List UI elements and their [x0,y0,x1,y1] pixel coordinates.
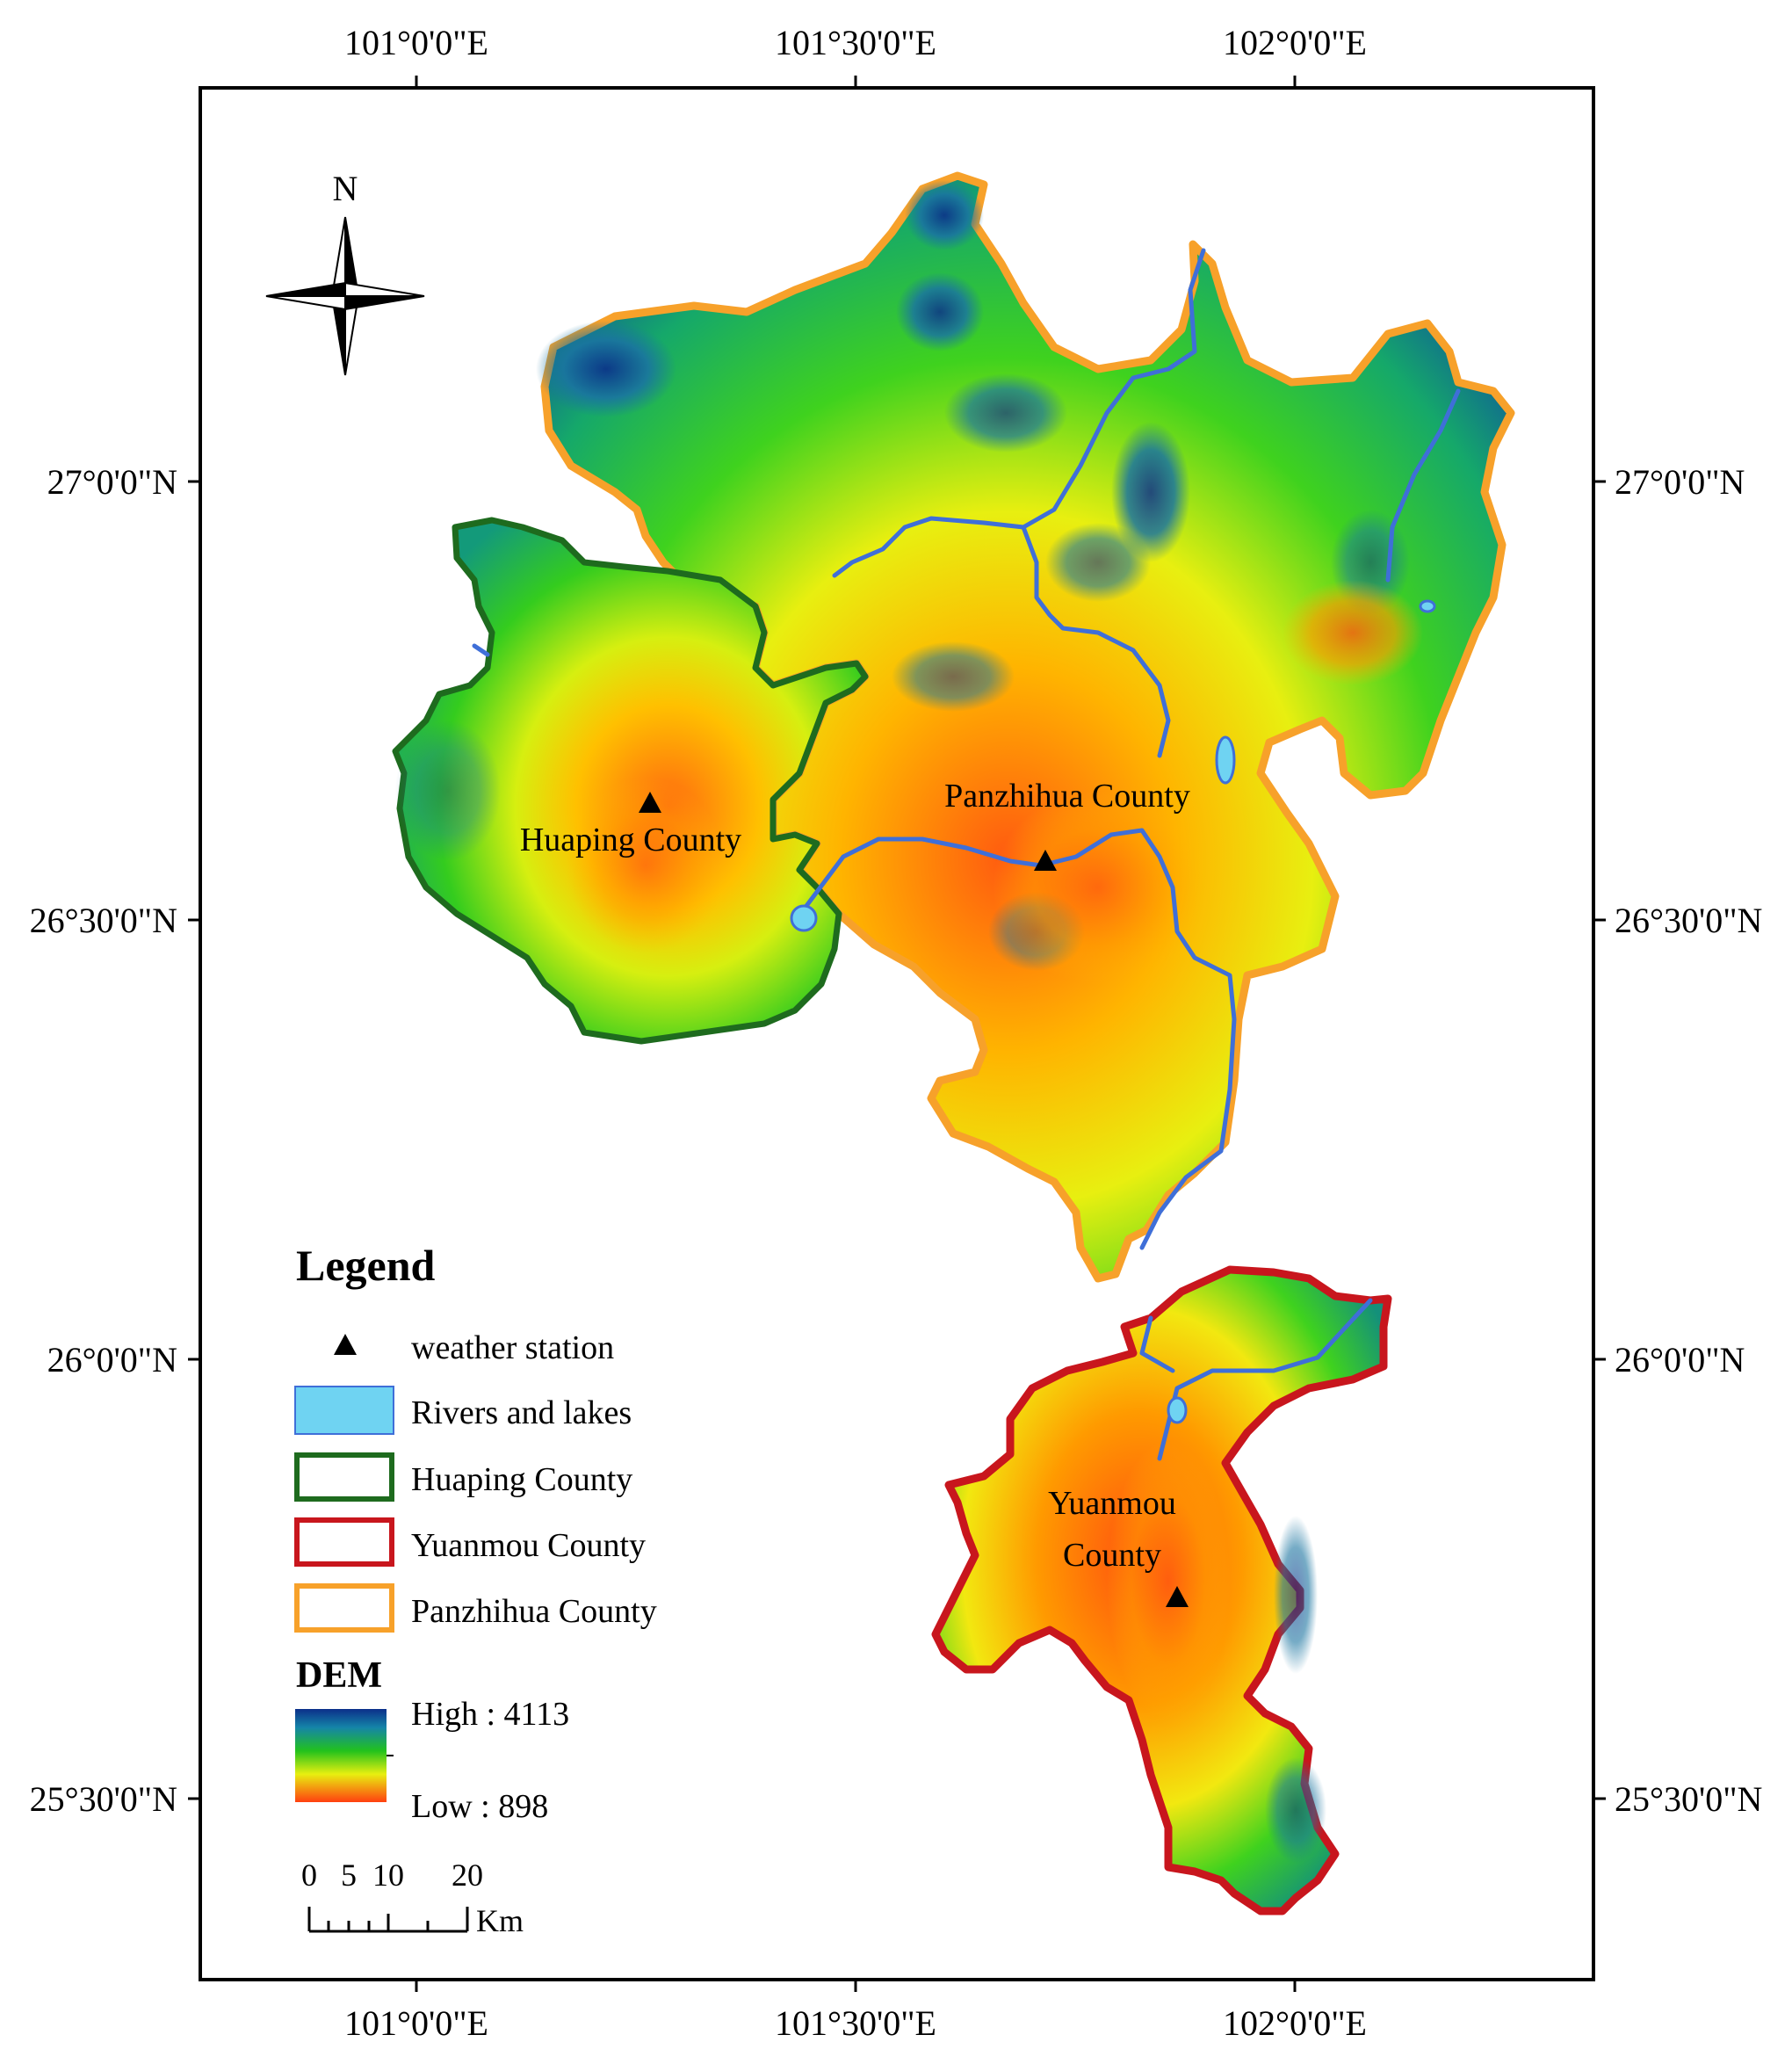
lon-tick-top-2: 101°30'0"E [775,23,936,62]
lon-tick-bottom-1: 101°0'0"E [344,2003,488,2043]
legend-item-yuanmou: Yuanmou County [411,1527,646,1564]
lon-tick-bottom-3: 102°0'0"E [1223,2003,1367,2043]
scale-unit: Km [476,1903,524,1938]
tick-marks [188,76,1606,1992]
north-arrow: N [265,169,425,376]
lat-tick-left-3: 26°0'0"N [47,1340,177,1379]
lon-tick-top-1: 101°0'0"E [344,23,488,62]
lake-markers [790,599,1436,1424]
lat-tick-right-1: 27°0'0"N [1615,462,1745,502]
dem-title: DEM [296,1655,382,1696]
legend-swatch-panzhihua [294,1583,394,1633]
rivers-and-lakes [472,248,1461,1461]
triangle-icon [334,1334,357,1355]
lat-tick-left-1: 27°0'0"N [47,462,177,502]
scale-tick-10: 10 [372,1857,404,1893]
lat-tick-right-3: 26°0'0"N [1615,1340,1745,1379]
lon-tick-top-3: 102°0'0"E [1223,23,1367,62]
yuanmou-county-label-line1: Yuanmou [1048,1485,1176,1522]
lat-tick-left-4: 25°30'0"N [30,1779,177,1819]
dem-color-ramp [295,1709,387,1802]
scale-tick-5: 5 [341,1857,357,1893]
legend-swatch-rivers-lakes [294,1386,394,1435]
legend-item-huaping: Huaping County [411,1461,632,1498]
weather-station-yuanmou [1166,1586,1189,1607]
weather-station-panzhihua [1034,850,1057,871]
scale-tick-0: 0 [301,1857,317,1893]
panzhihua-county-label: Panzhihua County [944,778,1190,815]
legend-item-rivers-lakes: Rivers and lakes [411,1394,632,1431]
legend-swatch-yuanmou [294,1517,394,1567]
lat-tick-right-2: 26°30'0"N [1615,901,1762,940]
lat-tick-right-4: 25°30'0"N [1615,1779,1762,1819]
legend: Legend weather station Rivers and lakes … [294,1241,657,1825]
north-label: N [333,169,358,208]
weather-station-huaping [639,792,661,813]
dem-high-label: High : 4113 [411,1696,569,1733]
legend-item-weather-station: weather station [411,1329,614,1366]
dem-relief-overlay [395,180,1423,1863]
legend-title: Legend [296,1241,436,1290]
lon-tick-bottom-2: 101°30'0"E [775,2003,936,2043]
yuanmou-county-label-line2: County [1063,1537,1161,1574]
lat-tick-left-2: 26°30'0"N [30,901,177,940]
scale-bar: 0 5 10 20 Km [301,1857,524,1938]
compass-rose-icon [265,216,425,376]
legend-item-panzhihua: Panzhihua County [411,1593,657,1630]
legend-swatch-huaping [294,1452,394,1502]
huaping-county-label: Huaping County [520,822,741,858]
dem-low-label: Low : 898 [411,1788,548,1825]
scale-tick-20: 20 [452,1857,483,1893]
scale-bar-line [307,1907,469,1933]
